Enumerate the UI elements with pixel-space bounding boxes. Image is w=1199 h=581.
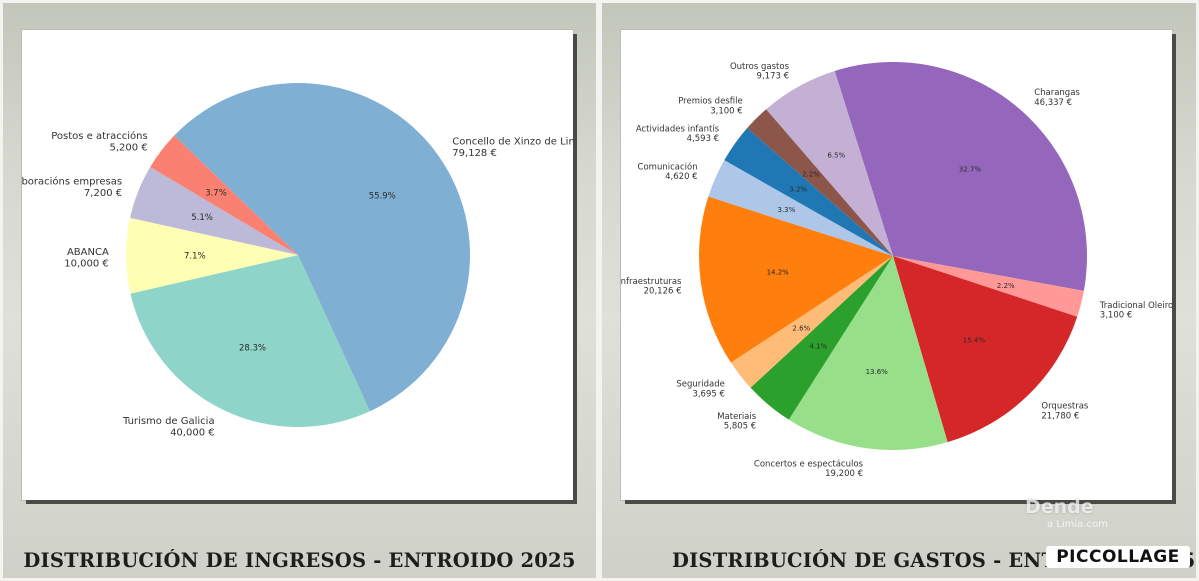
expenses-slice-label-9: Premios desfile 3,100 € (678, 97, 743, 117)
expenses-pct-label-7: 3.3% (778, 206, 796, 214)
income-pie-chart: 55.9% Concello de Xinzo de Limia79,128 € 2… (22, 82, 573, 439)
income-slice-label-1: Turismo de Galicia 40,000 € (122, 416, 215, 439)
expenses-pie-chart: 32.7% Charangas 46,337 € 2.2% Tradicional Ol… (621, 62, 1172, 479)
expenses-slice-label-7: Comunicación 4,620 € (638, 161, 698, 182)
expenses-slice-9 (747, 109, 893, 256)
income-pct-label-2: 7.1% (184, 252, 206, 262)
expenses-slice-label-1: Tradicional Oleiro 3,100 € (1099, 301, 1172, 321)
expenses-slice-2 (893, 256, 1078, 443)
expenses-pct-label-10: 6.5% (827, 151, 845, 159)
income-slice-label-4: Postos e atraccións 5,200 € (51, 130, 148, 154)
income-chart-card: 55.9% Concello de Xinzo de Limia79,128 € 2… (22, 30, 573, 500)
expenses-slice-10 (766, 70, 893, 256)
expenses-pct-label-5: 2.6% (792, 325, 810, 333)
expenses-pct-label-3: 13.6% (866, 368, 889, 376)
income-title: DISTRIBUCIÓN DE INGRESOS - ENTROIDO 2025 (23, 549, 576, 572)
expenses-pct-label-4: 4.1% (810, 342, 828, 350)
expenses-slice-label-4: Materiais 5,805 € (717, 412, 757, 432)
expenses-slice-6 (699, 196, 893, 363)
expenses-slice-3 (788, 256, 948, 451)
expenses-panel: 32.7% Charangas 46,337 € 2.2% Tradicional Ol… (602, 3, 1196, 578)
expenses-slice-label-3: Concertos e espectáculos 19,200 € (754, 459, 864, 479)
income-slice-label-0: Concello de Xinzo de Limia79,128 € (452, 137, 573, 160)
expenses-slice-label-10: Outros gastos 9,173 € (730, 62, 790, 82)
expenses-slice-1 (893, 256, 1084, 317)
expenses-slice-label-6: Infraestruturas 20,126 € (621, 277, 682, 297)
expenses-slice-0 (834, 62, 1087, 291)
income-pct-label-4: 3.7% (205, 188, 227, 198)
income-slice-0 (174, 82, 471, 412)
expenses-pct-label-2: 15.4% (963, 337, 986, 345)
income-panel: 55.9% Concello de Xinzo de Limia79,128 € 2… (3, 3, 596, 578)
income-slice-1 (130, 255, 370, 427)
income-pct-label-3: 5.1% (191, 213, 213, 223)
expenses-pct-label-1: 2.2% (997, 282, 1015, 290)
expenses-slice-8 (724, 128, 893, 256)
income-slice-label-2: ABANCA 10,000 € (64, 247, 109, 270)
expenses-pct-label-9: 2.2% (802, 170, 820, 178)
expenses-pct-label-6: 14.2% (767, 269, 790, 277)
expenses-slice-7 (708, 160, 893, 256)
expenses-chart-card: 32.7% Charangas 46,337 € 2.2% Tradicional Ol… (621, 30, 1172, 500)
expenses-pct-label-0: 32.7% (959, 166, 982, 174)
expenses-slice-4 (750, 256, 893, 420)
income-slice-4 (150, 135, 298, 255)
income-pct-label-1: 28.3% (239, 344, 266, 354)
expenses-slice-label-8: Actividades infantís 4,593 € (636, 124, 720, 144)
watermark-subtitle: a Limia.com (1047, 519, 1108, 530)
expenses-slice-label-2: Orquestras 21,780 € (1041, 402, 1089, 422)
expenses-slice-label-0: Charangas 46,337 € (1034, 88, 1080, 108)
expenses-pct-label-8: 3.2% (789, 186, 807, 194)
income-slice-2 (125, 217, 298, 294)
income-pct-label-0: 55.9% (369, 191, 396, 201)
piccollage-badge: PICCOLLAGE (1046, 546, 1190, 568)
expenses-slice-5 (730, 256, 893, 388)
expenses-slice-label-5: Seguridade 3,695 € (676, 380, 725, 400)
watermark-brand: Dende (1025, 496, 1094, 518)
income-slice-3 (130, 167, 298, 255)
